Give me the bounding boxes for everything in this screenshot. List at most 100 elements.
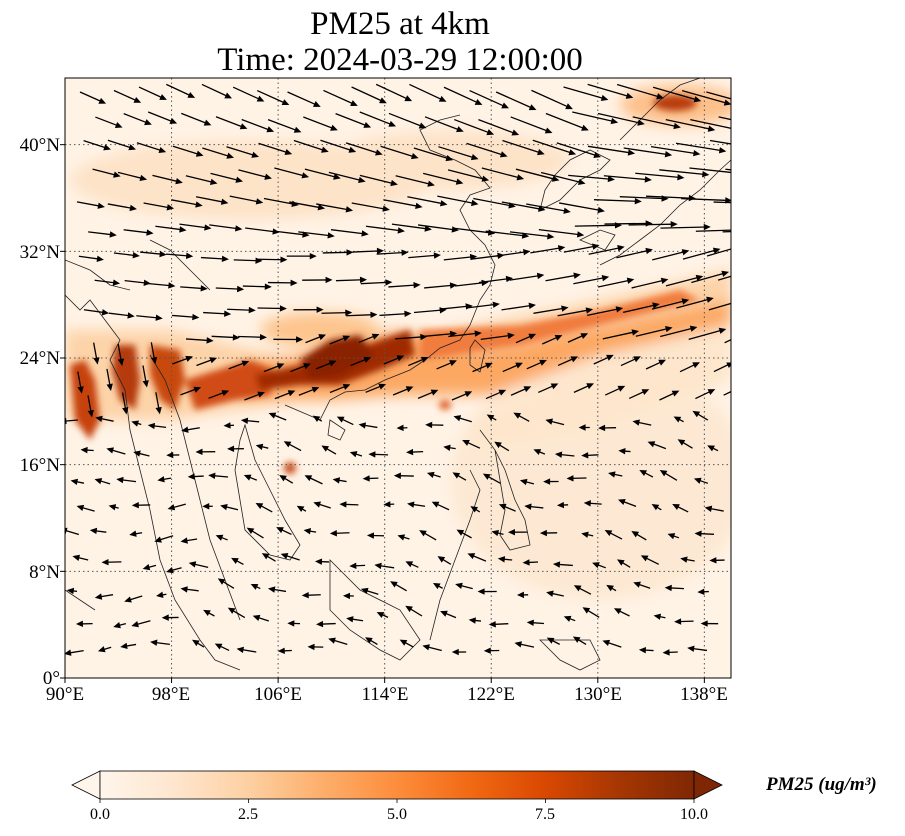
wind-arrow: [227, 607, 246, 619]
wind-arrow: [502, 362, 523, 373]
wind-arrow: [124, 595, 143, 603]
wind-arrow: [633, 581, 651, 589]
wind-arrow: [486, 414, 497, 421]
wind-arrow: [346, 311, 378, 318]
wind-arrow: [526, 359, 547, 370]
wind-arrow: [148, 282, 176, 289]
wind-arrow: [392, 386, 414, 396]
wind-arrow: [94, 279, 121, 286]
wind-arrow: [604, 385, 626, 396]
wind-arrow: [717, 275, 731, 281]
wind-arrow: [582, 607, 600, 618]
wind-arrow: [417, 389, 439, 399]
wind-arrow: [495, 91, 537, 111]
wind-arrow: [172, 145, 204, 157]
wind-arrow: [524, 503, 544, 510]
wind-arrow: [383, 199, 423, 210]
wind-arrow: [76, 504, 95, 512]
wind-arrow: [312, 415, 323, 423]
wind-arrow: [80, 446, 94, 454]
wind-arrow: [613, 608, 630, 617]
wind-arrow: [516, 591, 529, 599]
wind-arrow: [277, 647, 292, 655]
wind-arrow: [154, 535, 174, 543]
wind-arrow: [485, 389, 507, 400]
wind-arrow: [448, 330, 482, 338]
wind-arrow: [267, 586, 287, 593]
wind-arrow: [196, 357, 218, 367]
wind-arrow: [501, 201, 546, 212]
wind-arrow: [507, 528, 528, 536]
wind-arrow: [563, 243, 600, 253]
wind-arrow: [704, 505, 724, 512]
wind-arrow: [538, 383, 559, 394]
wind-arrow: [545, 112, 589, 131]
wind-arrow: [365, 637, 378, 645]
wind-arrow: [687, 645, 708, 652]
wind-arrow: [510, 386, 532, 396]
wind-arrow: [578, 424, 590, 431]
wind-arrow: [388, 282, 421, 289]
wind-arrow: [455, 582, 473, 590]
wind-arrow: [660, 325, 698, 338]
wind-arrow: [408, 252, 441, 259]
wind-arrow: [405, 561, 419, 568]
map-title: PM25 at 4km: [310, 6, 490, 42]
wind-arrow: [304, 475, 323, 485]
wind-arrow: [124, 279, 151, 286]
wind-arrow: [268, 412, 287, 421]
wind-arrow: [563, 615, 576, 622]
wind-arrow: [652, 249, 690, 261]
lat-label-0: 0°: [42, 668, 60, 689]
colorbar-tick-7-5: 7.5: [535, 806, 555, 823]
lon-label-138: 138°E: [680, 684, 728, 705]
wind-arrow: [243, 474, 258, 481]
wind-arrow: [437, 556, 452, 565]
wind-arrow: [255, 443, 269, 450]
wind-arrow: [166, 567, 182, 574]
wind-arrow: [399, 639, 414, 648]
wind-arrow: [156, 591, 167, 598]
wind-arrow: [360, 587, 379, 595]
wind-arrow: [709, 139, 731, 145]
wind-arrow: [313, 501, 331, 509]
wind-arrow: [453, 415, 472, 423]
wind-arrow: [227, 445, 244, 453]
wind-arrow: [336, 416, 354, 426]
wind-arrow: [349, 562, 366, 569]
wind-arrow: [647, 441, 667, 450]
wind-arrow: [65, 649, 84, 656]
wind-arrow: [510, 116, 553, 134]
wind-arrow: [65, 527, 80, 536]
wind-arrow: [314, 558, 330, 565]
wind-arrow: [92, 168, 121, 178]
wind-arrow: [138, 86, 167, 100]
wind-arrow: [495, 249, 531, 257]
wind-arrow: [157, 476, 172, 483]
wind-arrow: [556, 501, 569, 509]
wind-arrow: [526, 619, 545, 626]
wind-arrow: [202, 147, 235, 159]
wind-arrow: [208, 390, 230, 399]
wind-arrow: [120, 642, 137, 650]
lon-label-130: 130°E: [574, 684, 622, 705]
wind-arrow: [179, 223, 212, 231]
wind-arrow: [407, 196, 448, 207]
wind-arrow: [501, 302, 536, 311]
wind-arrow: [617, 499, 637, 507]
wind-arrow: [583, 500, 602, 507]
wind-arrow: [279, 474, 294, 484]
wind-arrow: [451, 648, 467, 656]
wind-arrow: [651, 503, 662, 511]
wind-arrow: [328, 171, 366, 184]
wind-arrow: [674, 618, 694, 625]
wind-arrow: [514, 641, 535, 648]
wind-arrow: [539, 529, 558, 537]
wind-arrow: [587, 145, 636, 156]
map-frame: [64, 77, 732, 679]
wind-arrow: [93, 342, 100, 365]
wind-arrow: [566, 475, 587, 482]
colorbar-tick-2-5: 2.5: [238, 806, 258, 823]
wind-arrow: [635, 325, 673, 337]
wind-arrow: [187, 473, 204, 480]
